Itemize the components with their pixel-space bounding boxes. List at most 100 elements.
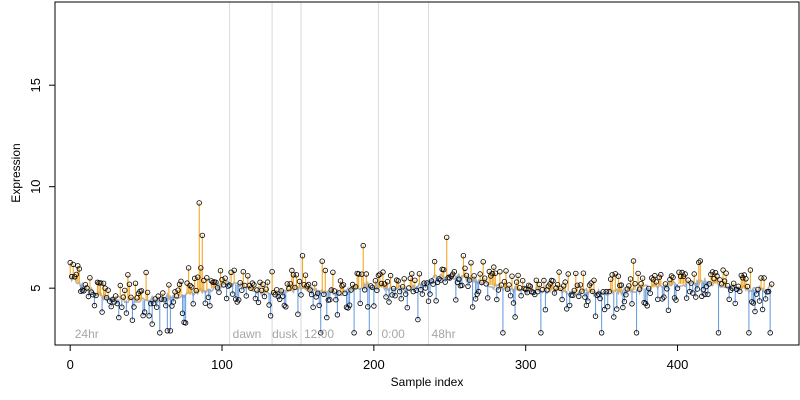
data-point bbox=[527, 283, 533, 289]
data-point bbox=[743, 276, 749, 282]
data-point bbox=[321, 291, 327, 297]
data-point bbox=[670, 274, 676, 281]
data-point bbox=[422, 285, 429, 291]
x-tick-label: 100 bbox=[211, 357, 233, 372]
data-point bbox=[412, 277, 418, 283]
data-point bbox=[293, 272, 300, 278]
data-point bbox=[415, 316, 421, 323]
data-point bbox=[731, 280, 737, 286]
data-point bbox=[661, 294, 667, 300]
data-point bbox=[111, 299, 117, 305]
data-point bbox=[668, 273, 675, 279]
data-point bbox=[116, 314, 122, 321]
data-point bbox=[497, 269, 503, 275]
data-point bbox=[759, 306, 766, 313]
data-point bbox=[724, 283, 731, 289]
data-point bbox=[251, 282, 257, 288]
data-point bbox=[700, 286, 706, 293]
data-point bbox=[217, 268, 224, 274]
data-point bbox=[160, 290, 166, 296]
data-point bbox=[690, 290, 696, 296]
data-point bbox=[131, 304, 137, 310]
data-point bbox=[520, 278, 526, 284]
data-point bbox=[674, 285, 681, 291]
data-point bbox=[356, 271, 362, 277]
data-point bbox=[466, 277, 473, 283]
data-point bbox=[564, 306, 570, 312]
data-point bbox=[697, 258, 703, 264]
data-point bbox=[712, 270, 719, 276]
data-point bbox=[194, 274, 201, 280]
y-tick-label: 5 bbox=[28, 285, 43, 292]
data-point bbox=[231, 267, 237, 273]
data-point bbox=[185, 265, 192, 271]
data-point bbox=[229, 291, 236, 297]
data-point bbox=[451, 269, 457, 275]
data-point bbox=[363, 271, 369, 277]
data-point bbox=[462, 265, 468, 271]
data-point bbox=[360, 242, 366, 249]
data-point bbox=[112, 293, 119, 299]
data-point bbox=[308, 291, 315, 298]
data-point bbox=[469, 304, 476, 310]
data-point bbox=[562, 279, 568, 285]
data-point bbox=[594, 292, 600, 298]
data-point bbox=[383, 294, 389, 300]
data-point bbox=[410, 288, 416, 295]
data-point bbox=[188, 284, 195, 290]
data-point bbox=[592, 313, 599, 319]
data-point bbox=[392, 293, 398, 299]
data-point bbox=[302, 272, 309, 278]
data-point bbox=[103, 295, 110, 301]
data-point bbox=[322, 267, 328, 274]
data-point bbox=[403, 291, 409, 297]
data-point bbox=[205, 294, 212, 300]
data-point bbox=[155, 293, 161, 299]
data-point bbox=[475, 288, 482, 295]
data-point bbox=[182, 320, 189, 326]
data-point bbox=[477, 271, 483, 277]
data-point bbox=[167, 328, 174, 334]
data-point bbox=[337, 278, 344, 284]
data-point bbox=[436, 276, 442, 282]
data-point bbox=[406, 285, 412, 291]
data-point bbox=[658, 271, 664, 278]
data-point bbox=[407, 275, 413, 282]
data-point bbox=[523, 286, 529, 293]
data-point bbox=[404, 305, 410, 311]
data-point bbox=[501, 279, 508, 285]
data-point bbox=[500, 330, 506, 336]
data-point bbox=[598, 330, 605, 336]
data-point bbox=[482, 275, 488, 281]
data-point bbox=[331, 288, 338, 294]
data-point bbox=[120, 294, 126, 300]
data-point bbox=[272, 292, 278, 298]
data-point bbox=[630, 258, 637, 264]
data-point bbox=[570, 292, 576, 298]
data-point bbox=[750, 300, 757, 306]
data-point bbox=[459, 282, 465, 288]
data-point bbox=[158, 296, 164, 302]
data-point bbox=[541, 277, 547, 284]
data-point bbox=[574, 282, 580, 288]
data-point bbox=[365, 304, 371, 310]
data-point bbox=[144, 289, 151, 296]
data-point bbox=[740, 275, 746, 281]
data-point bbox=[606, 288, 612, 295]
data-point bbox=[419, 291, 426, 297]
data-point bbox=[442, 279, 448, 285]
data-point bbox=[280, 293, 286, 299]
data-point bbox=[390, 285, 397, 292]
data-point bbox=[352, 284, 359, 290]
data-point bbox=[536, 281, 543, 288]
data-point bbox=[386, 299, 392, 305]
x-tick-label: 300 bbox=[515, 357, 537, 372]
data-point bbox=[588, 280, 594, 286]
y-tick-label: 10 bbox=[28, 179, 43, 193]
data-point bbox=[304, 283, 310, 289]
data-point bbox=[589, 288, 596, 295]
data-point bbox=[357, 300, 363, 307]
data-point bbox=[342, 290, 348, 297]
data-point bbox=[430, 281, 436, 287]
